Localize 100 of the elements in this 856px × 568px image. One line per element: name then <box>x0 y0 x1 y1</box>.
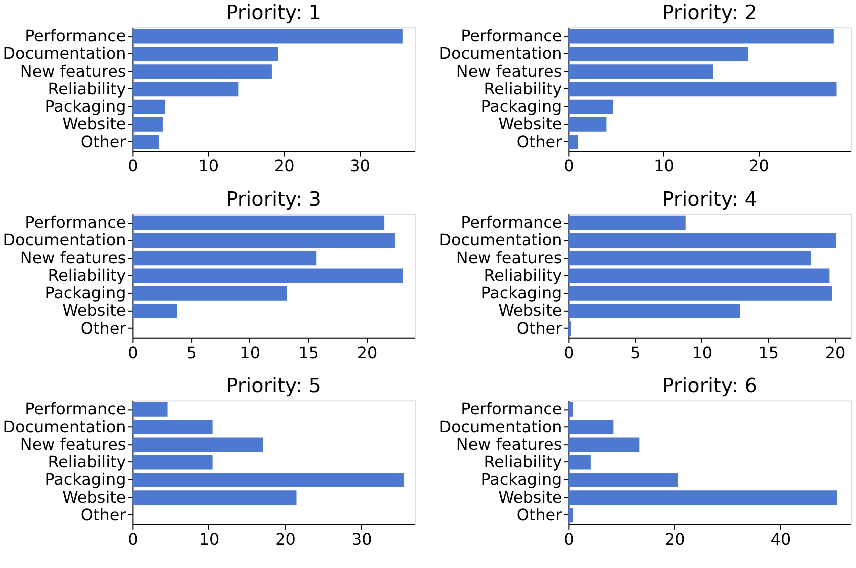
x-tick-label: 20 <box>274 156 295 176</box>
bar <box>568 117 607 132</box>
bar <box>568 286 832 301</box>
chart-title: Priority: 2 <box>662 0 758 25</box>
bar <box>568 420 614 435</box>
x-tick-label: 30 <box>352 530 372 549</box>
y-tick-label: Documentation <box>3 417 126 436</box>
x-tick-label: 10 <box>198 156 220 176</box>
y-tick-label: New features <box>20 62 126 81</box>
y-tick-label: Website <box>498 301 562 320</box>
y-tick-label: New features <box>20 248 126 268</box>
bar <box>568 29 834 44</box>
y-tick-label: Performance <box>25 213 126 232</box>
x-tick-label: 20 <box>664 530 686 549</box>
y-tick-label: Packaging <box>45 470 126 490</box>
bar <box>132 304 178 318</box>
bar <box>568 46 748 62</box>
bar <box>132 100 166 114</box>
chart-title: Priority: 1 <box>226 0 322 25</box>
x-tick-label: 40 <box>770 530 792 549</box>
x-tick-label: 0 <box>564 530 574 549</box>
y-tick-label: Packaging <box>481 97 562 116</box>
y-tick-label: Website <box>62 301 126 320</box>
y-tick-label: Performance <box>461 400 562 419</box>
bar <box>568 64 714 80</box>
bar <box>568 268 830 284</box>
x-tick-label: 0 <box>128 156 138 176</box>
bar <box>132 64 272 80</box>
bar <box>132 420 213 435</box>
y-tick-label: Packaging <box>45 97 126 116</box>
bar <box>132 117 163 132</box>
bar <box>132 135 160 150</box>
bar <box>568 322 572 336</box>
bar <box>568 100 614 114</box>
bar <box>568 455 591 470</box>
chart-title: Priority: 4 <box>662 187 758 212</box>
x-tick-label: 10 <box>199 530 220 549</box>
chart-title: Priority: 5 <box>226 374 322 398</box>
bar <box>132 490 297 506</box>
y-tick-label: Packaging <box>481 470 562 490</box>
bar <box>568 304 740 318</box>
bar <box>132 234 396 248</box>
x-tick-label: 0 <box>564 156 574 176</box>
y-tick-label: Performance <box>461 26 562 46</box>
y-tick-label: Other <box>516 318 563 338</box>
bar <box>132 455 213 470</box>
y-tick-label: Documentation <box>439 417 562 436</box>
y-tick-label: Other <box>80 505 127 524</box>
chart-title: Priority: 3 <box>226 187 322 212</box>
chart-title: Priority: 6 <box>662 374 758 398</box>
y-tick-label: Reliability <box>484 266 562 285</box>
y-tick-label: Performance <box>25 26 126 46</box>
y-tick-label: Packaging <box>481 284 562 303</box>
y-tick-label: Other <box>80 318 127 338</box>
x-tick-label: 15 <box>758 343 780 362</box>
x-tick-label: 0 <box>128 530 138 549</box>
bar <box>132 251 317 266</box>
bar <box>568 508 574 523</box>
y-tick-label: Documentation <box>3 230 126 250</box>
y-tick-label: Website <box>498 114 562 134</box>
bar <box>568 216 686 230</box>
bar <box>132 29 403 44</box>
y-tick-label: Packaging <box>45 284 126 303</box>
bar <box>132 46 278 62</box>
y-tick-label: Reliability <box>484 79 562 98</box>
y-tick-label: New features <box>456 62 562 81</box>
y-tick-label: Reliability <box>48 79 126 98</box>
y-tick-label: Other <box>80 132 127 152</box>
x-tick-label: 20 <box>825 343 846 362</box>
bar <box>132 286 288 301</box>
y-tick-label: Other <box>516 505 563 524</box>
bar <box>132 82 239 97</box>
y-tick-label: Performance <box>461 213 562 232</box>
y-tick-label: Documentation <box>439 44 562 64</box>
x-tick-label: 5 <box>630 343 641 362</box>
bar <box>568 135 578 150</box>
y-tick-label: Reliability <box>48 452 126 472</box>
y-tick-label: Website <box>498 488 562 507</box>
x-tick-label: 5 <box>186 343 197 362</box>
bar <box>568 490 838 506</box>
y-tick-label: Other <box>516 132 563 152</box>
y-tick-label: Documentation <box>3 44 126 64</box>
y-tick-label: New features <box>456 434 562 454</box>
x-tick-label: 20 <box>276 530 296 549</box>
y-tick-label: Reliability <box>484 452 562 472</box>
bar <box>568 234 836 248</box>
y-tick-label: New features <box>20 434 126 454</box>
bar <box>568 472 678 488</box>
bar <box>132 268 404 284</box>
x-tick-label: 20 <box>357 343 378 362</box>
x-tick-label: 10 <box>654 156 674 176</box>
bar <box>568 402 574 417</box>
y-tick-label: Website <box>62 114 126 134</box>
y-tick-label: Website <box>62 488 126 507</box>
x-tick-label: 0 <box>128 343 138 362</box>
y-tick-label: Reliability <box>48 266 126 285</box>
bar <box>132 438 264 452</box>
y-tick-label: Performance <box>25 400 126 419</box>
x-tick-label: 0 <box>564 343 574 362</box>
bar <box>132 216 385 230</box>
